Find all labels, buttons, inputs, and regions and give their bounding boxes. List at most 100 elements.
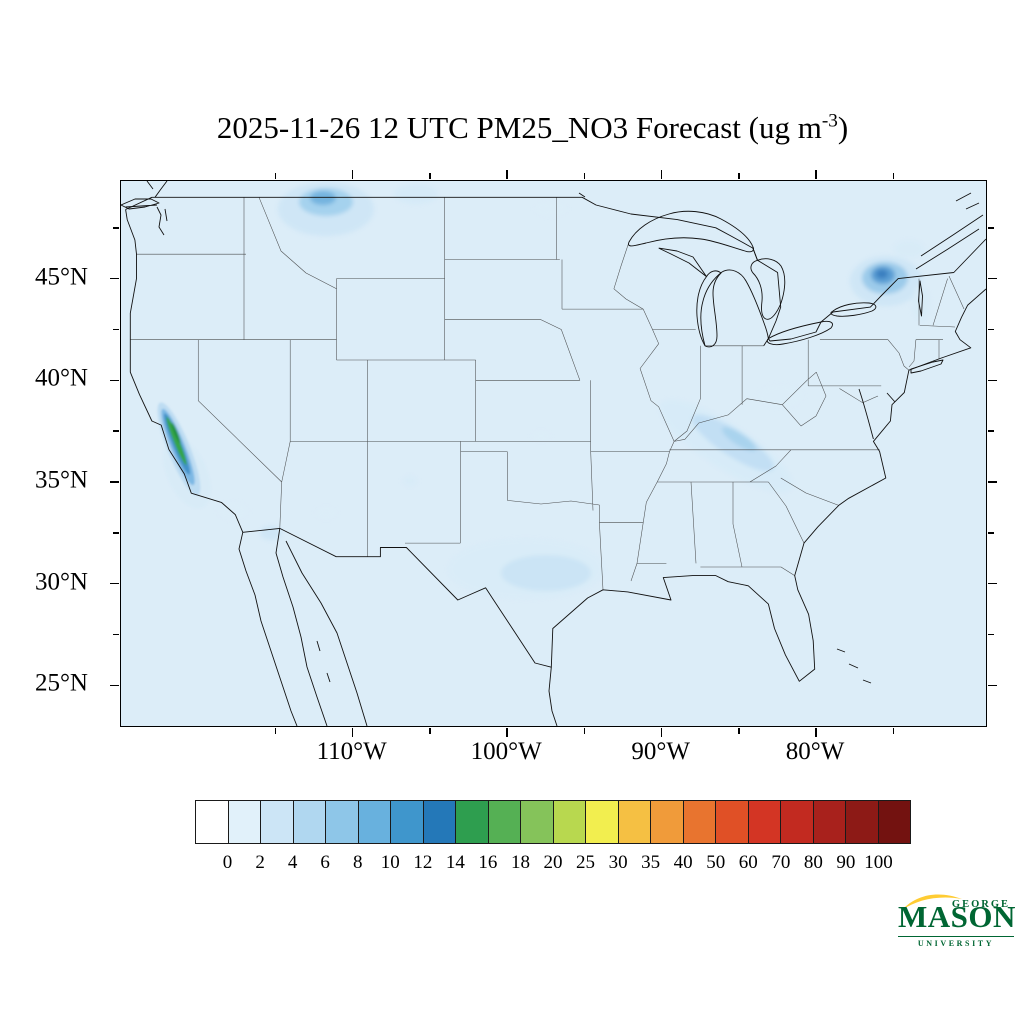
colorbar-tick-label: 18 xyxy=(510,852,530,873)
axis-tick xyxy=(351,170,354,179)
colorbar-tick-label: 25 xyxy=(576,852,596,873)
colorbar-tick-label: 16 xyxy=(478,852,498,873)
axis-tick xyxy=(660,170,663,179)
colorbar-tick-label: 30 xyxy=(608,852,628,873)
colorbar-tick-label: 2 xyxy=(255,852,265,873)
colorbar-segments xyxy=(195,800,911,844)
colorbar-segment xyxy=(846,801,879,843)
colorbar-tick-label: 70 xyxy=(771,852,791,873)
axis-tick xyxy=(110,277,119,280)
colorbar-tick-label: 12 xyxy=(413,852,433,873)
axis-tick xyxy=(429,173,431,179)
axis-tick xyxy=(110,481,119,483)
great-lakes xyxy=(628,210,877,348)
axis-tick xyxy=(274,728,277,734)
logo-university-text: UNIVERSITY xyxy=(898,935,1014,948)
colorbar-tick-label: 90 xyxy=(836,852,856,873)
axis-tick xyxy=(988,582,997,585)
lat-tick-label: 45°N xyxy=(34,263,88,291)
pollution-overlay xyxy=(218,182,930,599)
logo-mason-text: MASON xyxy=(898,899,1016,934)
axis-tick xyxy=(113,328,119,331)
axis-tick xyxy=(583,173,586,179)
lat-tick-label: 40°N xyxy=(34,364,88,392)
axis-tick xyxy=(815,170,817,179)
lat-tick-label: 30°N xyxy=(34,568,88,596)
axis-tick xyxy=(660,728,663,737)
colorbar-tick-label: 60 xyxy=(738,852,758,873)
colorbar-tick-label: 8 xyxy=(352,852,363,873)
axis-tick xyxy=(815,728,817,737)
title-text: 2025-11-26 12 UTC PM25_NO3 Forecast (ug … xyxy=(216,110,822,145)
lat-axis: 45°N 40°N 35°N 30°N 25°N xyxy=(0,180,112,725)
colorbar-segment xyxy=(196,801,229,843)
axis-tick xyxy=(113,532,119,534)
colorbar-ticks: 0 2 4 6 8 10 12 14 16 18 20 25 30 35 40 50 60 70 80 90 100 xyxy=(195,844,911,878)
colorbar-segment xyxy=(261,801,294,843)
axis-tick xyxy=(506,728,508,737)
colorbar-tick-label: 10 xyxy=(380,852,400,873)
colorbar-tick-label: 6 xyxy=(320,852,330,873)
axis-tick xyxy=(738,173,740,179)
coastline xyxy=(121,181,986,726)
axis-tick xyxy=(113,227,119,229)
gmu-logo: GEORGE MASON UNIVERSITY xyxy=(898,890,1016,948)
colorbar-segment xyxy=(813,801,846,843)
ocean-background xyxy=(121,181,986,726)
colorbar-segment xyxy=(618,801,651,843)
colorbar-tick-label: 100 xyxy=(864,852,893,873)
title-suffix: ) xyxy=(837,110,849,145)
lon-axis: 110°W 100°W 90°W 80°W xyxy=(120,734,986,776)
axis-tick xyxy=(988,633,994,636)
colorbar-segment xyxy=(391,801,424,843)
axis-tick xyxy=(988,481,997,483)
axis-tick xyxy=(110,379,119,382)
colorbar-segment xyxy=(423,801,456,843)
colorbar-tick-label: 40 xyxy=(673,852,693,873)
axis-tick xyxy=(892,173,895,179)
axis-tick xyxy=(274,173,277,179)
lon-tick-label: 110°W xyxy=(316,738,387,765)
axis-tick xyxy=(110,684,119,687)
colorbar-tick-label: 35 xyxy=(641,852,661,873)
colorbar-segment xyxy=(716,801,749,843)
lat-tick-label: 25°N xyxy=(34,669,88,697)
axis-tick xyxy=(506,170,508,179)
axis-tick xyxy=(988,430,994,432)
colorbar-segment xyxy=(781,801,814,843)
colorbar-segment xyxy=(228,801,261,843)
colorbar-segment xyxy=(488,801,521,843)
colorbar-segment xyxy=(358,801,391,843)
colorbar-segment xyxy=(586,801,619,843)
colorbar-segment xyxy=(553,801,586,843)
colorbar-segment xyxy=(326,801,359,843)
axis-tick xyxy=(583,728,586,734)
colorbar-segment xyxy=(878,801,910,843)
colorbar-tick-label: 20 xyxy=(543,852,563,873)
map-frame xyxy=(110,170,997,737)
logo-swoosh-icon xyxy=(902,894,962,910)
title-exponent: -3 xyxy=(821,110,838,132)
colorbar: 0 2 4 6 8 10 12 14 16 18 20 25 30 35 40 50 60 70 80 90 100 xyxy=(195,800,911,886)
colorbar-tick-label: 0 xyxy=(222,852,233,873)
axis-tick xyxy=(738,728,740,734)
colorbar-segment xyxy=(683,801,716,843)
colorbar-segment xyxy=(456,801,489,843)
axis-tick xyxy=(429,728,431,734)
map-canvas xyxy=(121,181,986,726)
lon-tick-label: 90°W xyxy=(631,738,690,765)
colorbar-tick-label: 50 xyxy=(706,852,726,873)
logo-george-text: GEORGE xyxy=(951,899,1010,910)
colorbar-tick-label: 14 xyxy=(445,852,465,873)
axis-tick xyxy=(988,328,994,331)
axis-tick xyxy=(113,430,119,432)
colorbar-segment xyxy=(521,801,554,843)
colorbar-tick-label: 80 xyxy=(803,852,823,873)
axis-tick xyxy=(988,227,994,229)
colorbar-segment xyxy=(651,801,684,843)
colorbar-segment xyxy=(293,801,326,843)
lat-tick-label: 35°N xyxy=(34,466,88,494)
state-borders xyxy=(130,197,965,590)
axis-tick xyxy=(988,532,994,534)
axis-tick xyxy=(110,582,119,585)
